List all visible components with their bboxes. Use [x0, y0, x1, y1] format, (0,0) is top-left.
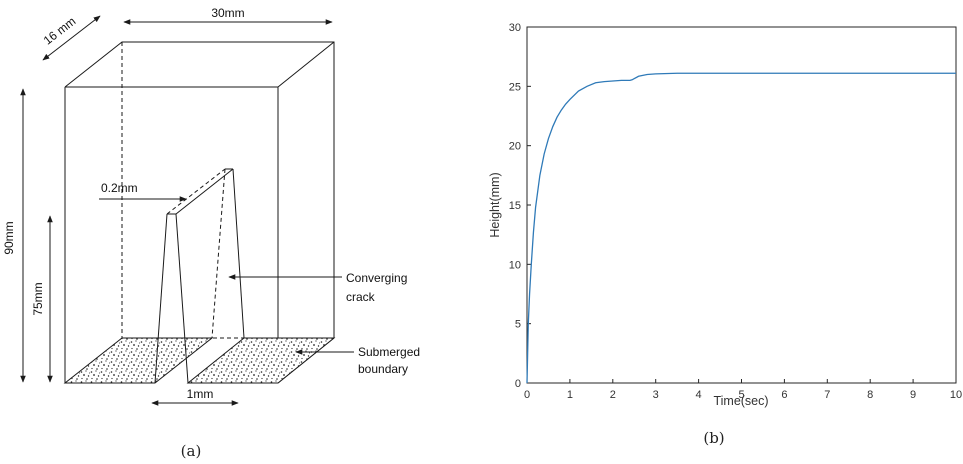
x-tick-label: 7 — [824, 389, 830, 401]
y-tick-label: 0 — [515, 378, 521, 390]
x-tick-label: 6 — [781, 389, 787, 401]
y-tick-label: 5 — [515, 319, 521, 331]
box-outline — [64, 41, 335, 384]
x-tick-label: 8 — [867, 389, 873, 401]
y-tick-label: 25 — [509, 81, 521, 93]
y-axis: 0 5 10 15 20 25 30 — [509, 22, 531, 390]
y-tick-label: 10 — [509, 259, 521, 271]
dimension-height: 90mm — [2, 88, 26, 383]
x-tick-label: 4 — [696, 389, 702, 401]
submerged-base-left — [63, 337, 214, 384]
dimension-crack-bottom-label: 1mm — [187, 387, 214, 401]
dimension-crack-top-label: 0.2mm — [101, 181, 138, 195]
converging-crack — [154, 168, 245, 384]
panel-a-diagram: 30mm 16 mm 90mm 75mm 0.2mm 1mm — [2, 6, 420, 460]
x-tick-label: 3 — [653, 389, 659, 401]
x-tick-label: 9 — [910, 389, 916, 401]
x-tick-label: 0 — [524, 389, 530, 401]
dimension-depth-label: 16 mm — [41, 14, 79, 48]
submerged-base-right — [186, 337, 336, 384]
callout-converging-crack: Converging crack — [228, 271, 407, 304]
dimension-depth: 16 mm — [41, 14, 101, 61]
dimension-crack-height-label: 75mm — [31, 282, 45, 315]
dimension-width-label: 30mm — [211, 6, 244, 20]
panel-a-caption: (a) — [181, 442, 202, 460]
callout-crack-line1: Converging — [346, 271, 407, 285]
dimension-height-label: 90mm — [2, 221, 16, 254]
dimension-crack-height: 75mm — [31, 215, 53, 383]
dimension-crack-top: 0.2mm — [99, 181, 187, 202]
x-tick-label: 5 — [738, 389, 744, 401]
x-tick-label: 2 — [610, 389, 616, 401]
panel-b-chart: 0 1 2 3 4 5 6 7 8 9 10 0 5 10 15 20 25 30 Time(sec) Heig… — [488, 22, 962, 447]
dimension-width: 30mm — [123, 6, 333, 25]
x-axis-title: Time(sec) — [713, 394, 768, 408]
y-tick-label: 30 — [509, 22, 521, 34]
plot-area — [526, 26, 957, 384]
x-axis: 0 1 2 3 4 5 6 7 8 9 10 — [524, 379, 962, 401]
y-tick-label: 20 — [509, 141, 521, 153]
callout-submerged-boundary: Submerged boundary — [295, 345, 420, 376]
x-tick-label: 1 — [567, 389, 573, 401]
dimension-crack-bottom: 1mm — [151, 387, 239, 406]
panel-b-caption: (b) — [703, 429, 724, 447]
y-axis-title: Height(mm) — [488, 172, 502, 237]
x-tick-label: 10 — [950, 389, 962, 401]
series-line-height — [526, 72, 956, 384]
callout-boundary-line2: boundary — [358, 362, 408, 376]
callout-boundary-line1: Submerged — [358, 345, 420, 359]
y-tick-label: 15 — [509, 200, 521, 212]
callout-crack-line2: crack — [346, 290, 376, 304]
